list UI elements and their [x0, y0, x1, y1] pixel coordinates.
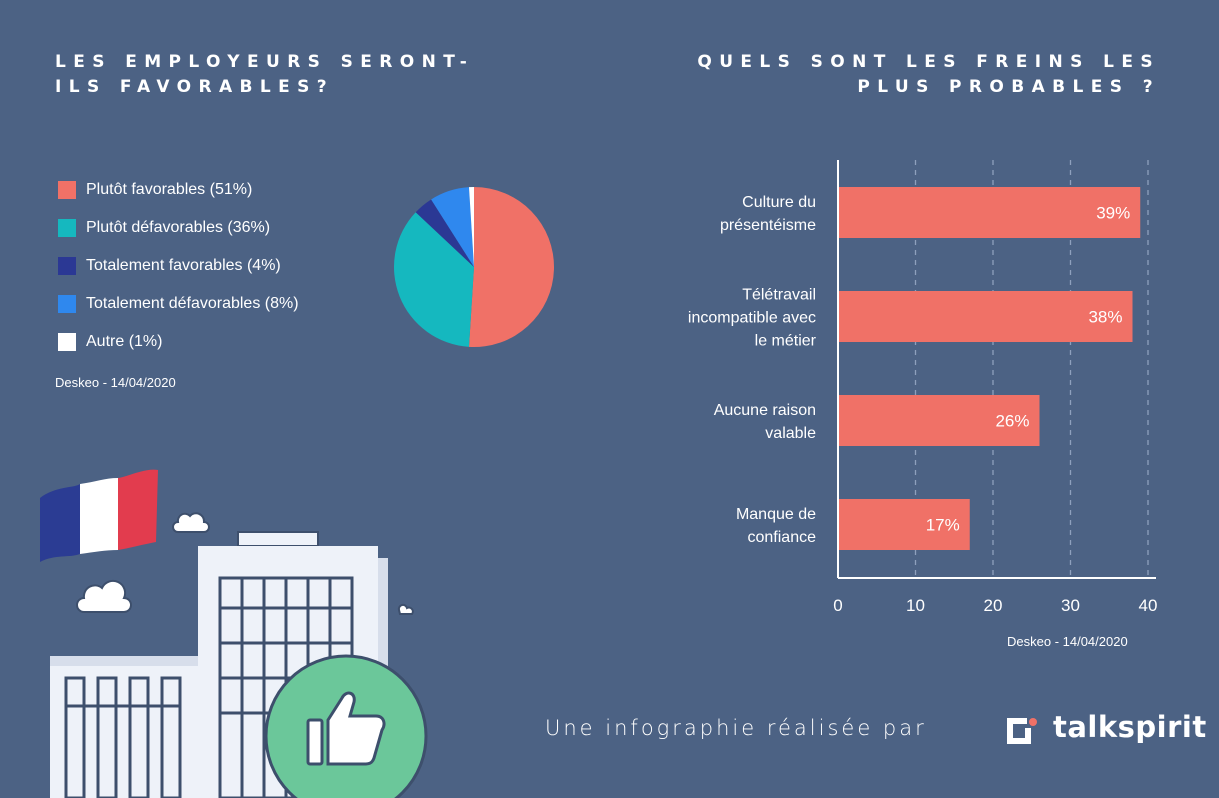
legend-item: Plutôt favorables (51%) [58, 171, 299, 209]
legend-label: Plutôt favorables (51%) [86, 181, 253, 198]
bar [838, 395, 1040, 446]
legend-swatch [58, 181, 76, 199]
legend-item: Totalement favorables (4%) [58, 247, 299, 285]
cloud-icon [76, 512, 414, 615]
x-tick-label: 0 [833, 596, 842, 615]
legend-label: Totalement favorables (4%) [86, 257, 281, 274]
bar-title: QUELS SONT LES FREINS LES PLUS PROBABLES… [697, 52, 1160, 97]
pie-chart [394, 187, 555, 347]
building-icon [50, 656, 200, 798]
category-label: Manque de confiance [736, 506, 816, 546]
pie-source: Deskeo - 14/04/2020 [55, 375, 176, 390]
legend-label: Totalement défavorables (8%) [86, 295, 299, 312]
x-tick-label: 10 [906, 596, 925, 615]
bar-source: Deskeo - 14/04/2020 [1007, 634, 1128, 649]
legend-swatch [58, 295, 76, 313]
pie-title: LES EMPLOYEURS SERONT-ILS FAVORABLES? [55, 52, 475, 97]
pie-slice [468, 187, 555, 347]
thumbs-up-icon [264, 654, 428, 798]
french-flag-icon [40, 469, 158, 562]
category-label: Culture du présentéisme [720, 194, 816, 234]
brand-name: talkspirit [1053, 710, 1207, 744]
bar-chart: 0 10 20 30 40 39% Culture du présentéisme 38% Tél… [688, 160, 1158, 615]
bar-value-label: 26% [995, 412, 1029, 431]
legend-item: Plutôt défavorables (36%) [58, 209, 299, 247]
pie-legend: Plutôt favorables (51%) Plutôt défavorabl… [58, 171, 299, 361]
pie-slice [394, 212, 474, 347]
office-illustration [40, 469, 428, 798]
x-tick-label: 20 [984, 596, 1003, 615]
legend-item: Totalement défavorables (8%) [58, 285, 299, 323]
bar [838, 291, 1133, 342]
legend-label: Plutôt défavorables (36%) [86, 219, 271, 236]
bar-value-label: 17% [926, 516, 960, 535]
x-tick-label: 40 [1139, 596, 1158, 615]
x-tick-label: 30 [1061, 596, 1080, 615]
legend-label: Autre (1%) [86, 333, 163, 350]
bar-value-label: 38% [1088, 308, 1122, 327]
category-label: Télétravail incompatible avec le métier [688, 287, 817, 350]
bar [838, 187, 1141, 238]
legend-item: Autre (1%) [58, 323, 299, 361]
legend-swatch [58, 333, 76, 351]
legend-swatch [58, 257, 76, 275]
pie-slice [415, 199, 474, 267]
pie-slice [431, 187, 474, 267]
bar-value-label: 39% [1096, 204, 1130, 223]
legend-swatch [58, 219, 76, 237]
talkspirit-logo-icon [1007, 718, 1037, 744]
category-label: Aucune raison valable [714, 402, 816, 442]
pie-slice [468, 187, 474, 267]
credit-text: Une infographie réalisée par [545, 716, 927, 740]
bar [838, 499, 970, 550]
